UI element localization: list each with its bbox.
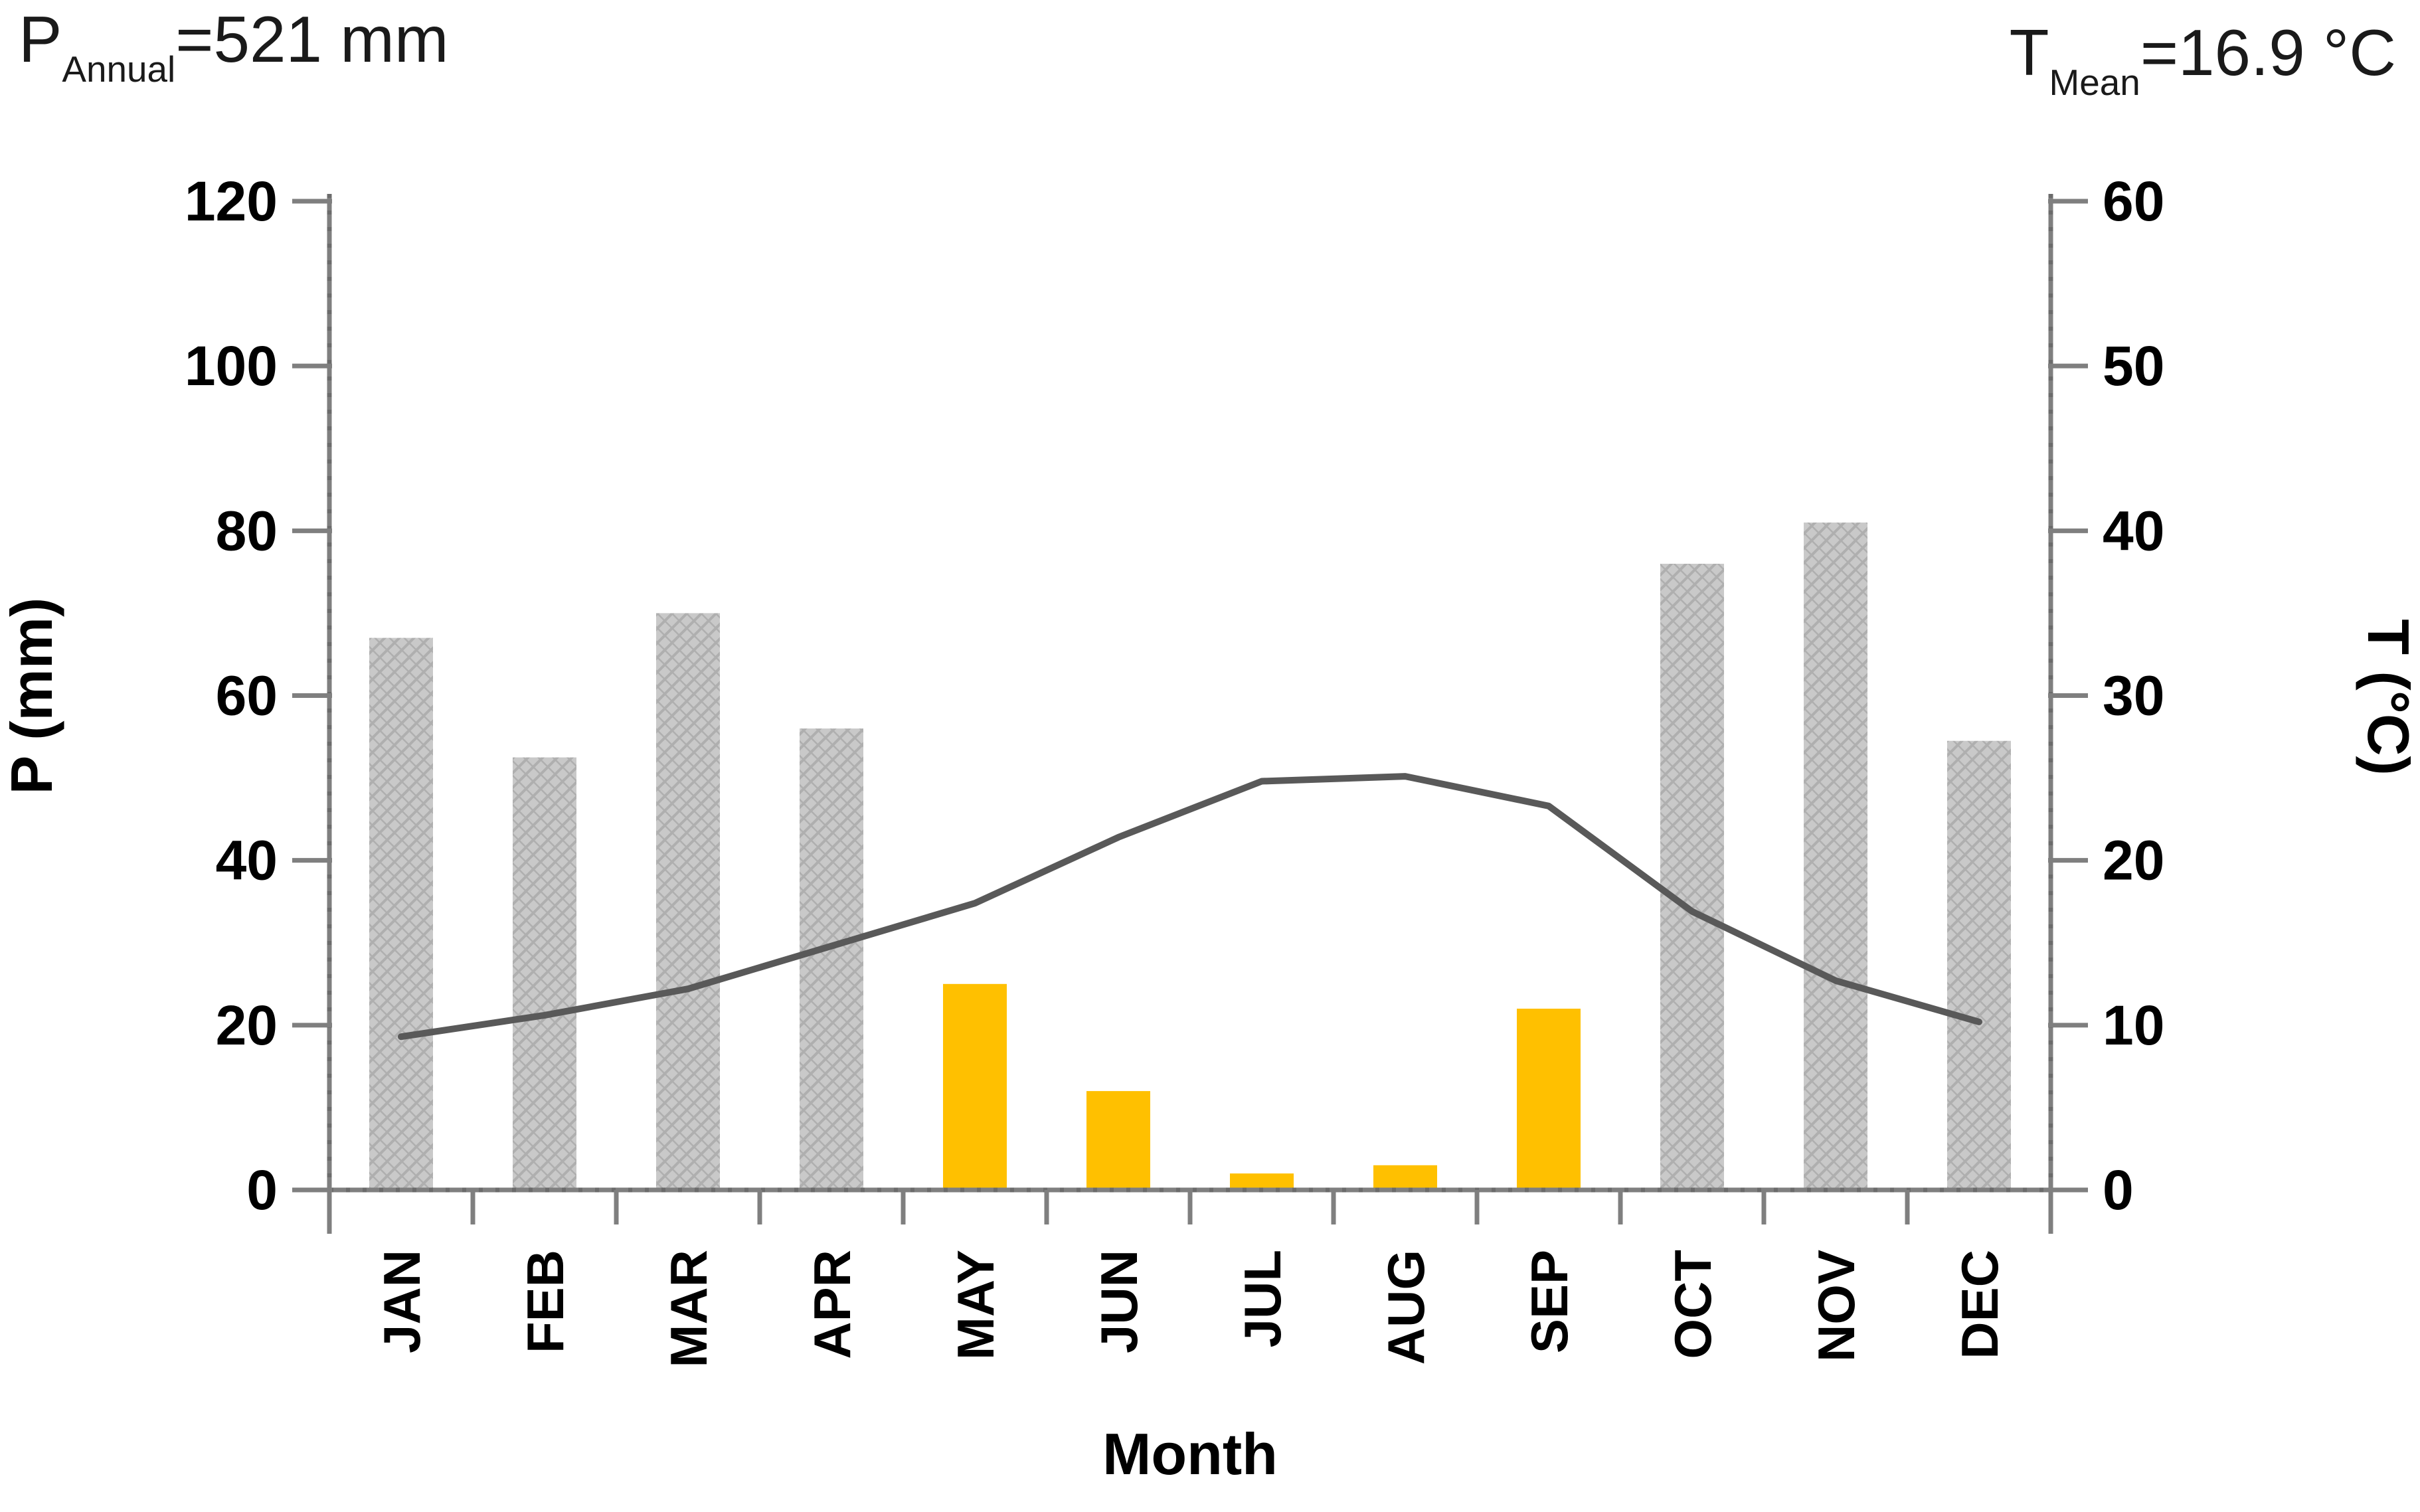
left-axis-tick-label: 0 xyxy=(246,1159,278,1221)
right-axis-title: T (°C) xyxy=(2356,619,2420,776)
right-axis-tick-label: 20 xyxy=(2103,829,2164,892)
month-label: MAY xyxy=(946,1250,1005,1360)
month-label: JAN xyxy=(373,1250,431,1353)
annotation-value: =16.9 °C xyxy=(2140,16,2396,89)
month-label: FEB xyxy=(516,1250,574,1353)
bar-nov xyxy=(1804,522,1867,1190)
bar-feb xyxy=(513,757,576,1190)
bar-may xyxy=(943,983,1007,1190)
annotation-symbol: T xyxy=(2009,16,2049,89)
bar-dec xyxy=(1947,740,2011,1190)
bar-mar xyxy=(656,613,720,1190)
right-axis-tick-label: 30 xyxy=(2103,665,2164,727)
month-label: MAR xyxy=(659,1250,718,1368)
month-label: AUG xyxy=(1377,1250,1435,1365)
annotation-value: =521 mm xyxy=(175,3,449,76)
bar-aug xyxy=(1373,1165,1437,1190)
bar-jan xyxy=(369,637,433,1190)
annual-precipitation-annotation: PAnnual=521 mm xyxy=(19,7,449,88)
month-label: OCT xyxy=(1664,1250,1722,1359)
month-label: SEP xyxy=(1520,1250,1579,1353)
month-label: JUN xyxy=(1090,1250,1148,1353)
left-axis-tick-label: 120 xyxy=(185,170,278,232)
right-axis-tick-label: 0 xyxy=(2103,1159,2134,1221)
month-label: JUL xyxy=(1233,1250,1292,1347)
annotation-subscript: Annual xyxy=(62,48,176,90)
right-axis-tick-label: 40 xyxy=(2103,499,2164,562)
left-axis-tick-label: 100 xyxy=(185,335,278,397)
bar-sep xyxy=(1517,1009,1581,1190)
temperature-line xyxy=(398,773,1982,1041)
mean-temperature-annotation: TMean=16.9 °C xyxy=(2010,20,2396,101)
bar-apr xyxy=(800,728,863,1190)
annotation-symbol: P xyxy=(19,3,62,76)
bar-oct xyxy=(1660,564,1724,1190)
annotation-subscript: Mean xyxy=(2049,62,2140,104)
month-label: APR xyxy=(803,1250,861,1359)
month-label: NOV xyxy=(1807,1250,1865,1362)
bar-jul xyxy=(1230,1173,1294,1190)
left-axis-tick-label: 80 xyxy=(216,499,278,562)
right-axis-tick-label: 50 xyxy=(2103,335,2164,397)
bar-jun xyxy=(1086,1091,1150,1190)
right-axis-tick-label: 10 xyxy=(2103,994,2164,1056)
month-label: DEC xyxy=(1950,1250,2009,1359)
x-axis-title: Month xyxy=(1102,1421,1278,1487)
left-axis-tick-label: 60 xyxy=(216,665,278,727)
left-axis-tick-label: 40 xyxy=(216,829,278,892)
left-axis-title: P (mm) xyxy=(0,598,64,795)
left-axis-tick-label: 20 xyxy=(216,994,278,1056)
right-axis-tick-label: 60 xyxy=(2103,170,2164,232)
